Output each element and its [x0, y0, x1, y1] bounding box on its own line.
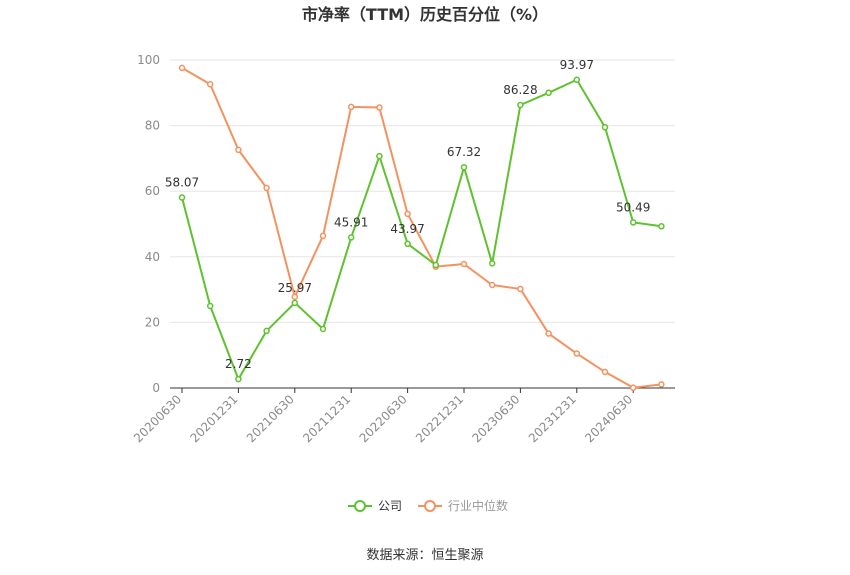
series-1-point-6	[347, 103, 355, 111]
legend-label-1: 行业中位数	[448, 498, 508, 513]
series-1-point-14	[573, 350, 581, 357]
series-1-point-15	[601, 368, 609, 376]
data-label-12: 86.28	[503, 83, 537, 97]
series-0-point-16	[629, 219, 637, 226]
series-1-point-7	[376, 104, 383, 111]
y-tick-label-2: 40	[145, 250, 160, 264]
series-1-point-1	[206, 81, 214, 88]
series-0-point-4	[291, 299, 299, 307]
legend-label-0: 公司	[378, 499, 402, 513]
series-0-point-13	[545, 89, 552, 97]
series-1-point-2	[235, 146, 242, 154]
data-label-10: 67.32	[447, 145, 481, 159]
legend-marker-0	[354, 500, 366, 512]
series-0-point-8	[404, 240, 411, 248]
series-1-point-3	[263, 184, 270, 192]
series-1-point-17	[658, 381, 665, 388]
x-tick-label-4: 20220630	[357, 392, 410, 445]
series-1-point-4	[291, 293, 299, 301]
series-line-1	[181, 67, 662, 389]
series-0-point-5	[319, 325, 327, 333]
series-0-point-12	[517, 101, 524, 109]
label-layer: 58.07 2.72 25.97 45.91 43.97 67.32 86.28 93.97 5…	[165, 58, 651, 371]
series-1-point-8	[404, 210, 411, 218]
data-label-14: 93.97	[560, 58, 594, 72]
data-label-4: 25.97	[278, 281, 312, 295]
data-label-6: 45.91	[334, 215, 368, 229]
series-0-point-10	[460, 163, 468, 171]
series-1-point-13	[545, 330, 552, 337]
x-tick-label-5: 20221231	[413, 392, 466, 445]
x-tick-label-1: 20201231	[187, 392, 240, 445]
x-tick-label-8: 20240630	[582, 392, 635, 445]
y-tick-label-0: 0	[152, 381, 160, 395]
series-1-point-10	[460, 260, 468, 268]
y-tick-label-3: 60	[145, 184, 160, 198]
data-label-2: 2.72	[225, 357, 252, 371]
data-source: 数据来源：恒生聚源	[366, 548, 483, 563]
series-1-point-0	[178, 64, 186, 72]
x-tick-label-3: 20211231	[300, 392, 353, 445]
legend-marker-1	[424, 500, 436, 512]
data-label-0: 58.07	[165, 176, 199, 190]
grid-layer	[170, 59, 675, 323]
chart-title: 市净率（TTM）历史百分位（%）	[302, 5, 548, 24]
y-tick-label-1: 20	[145, 315, 160, 329]
series-1-point-16	[629, 384, 637, 391]
data-label-8: 43.97	[390, 222, 424, 236]
y-tick-label-5: 100	[137, 53, 160, 67]
y-tick-label-4: 80	[145, 119, 160, 133]
legend[interactable]: 公司 行业中位数	[348, 498, 508, 513]
series-0-point-3	[263, 327, 270, 335]
series-1-point-5	[319, 232, 327, 240]
x-tick-label-6: 20230630	[469, 392, 522, 445]
data-label-16: 50.49	[616, 200, 650, 214]
series-0-point-6	[347, 234, 355, 241]
x-tick-label-0: 20200630	[131, 392, 184, 445]
x-tick-label-2: 20210630	[244, 392, 297, 445]
series-0-point-7	[376, 152, 383, 160]
series-0-point-2	[235, 375, 242, 383]
series-0-point-11	[488, 260, 496, 267]
x-tick-label-7: 20231231	[526, 392, 579, 445]
series-0-point-17	[658, 223, 665, 230]
series-1-point-12	[517, 285, 524, 293]
series-0-point-1	[206, 302, 214, 310]
series-0-point-15	[601, 123, 609, 131]
legend-item-0[interactable]: 公司	[348, 499, 402, 513]
legend-item-1[interactable]: 行业中位数	[418, 498, 508, 513]
series-line-0	[181, 78, 662, 381]
series-0-point-0	[178, 194, 186, 201]
series-0-point-14	[573, 76, 581, 84]
series-0-point-9	[432, 261, 440, 269]
axis-layer: 0 20 40 60 80 100 20200630 20201231 20210630 2021…	[131, 53, 675, 445]
series-1-point-11	[488, 281, 496, 289]
series-layer	[178, 64, 665, 391]
